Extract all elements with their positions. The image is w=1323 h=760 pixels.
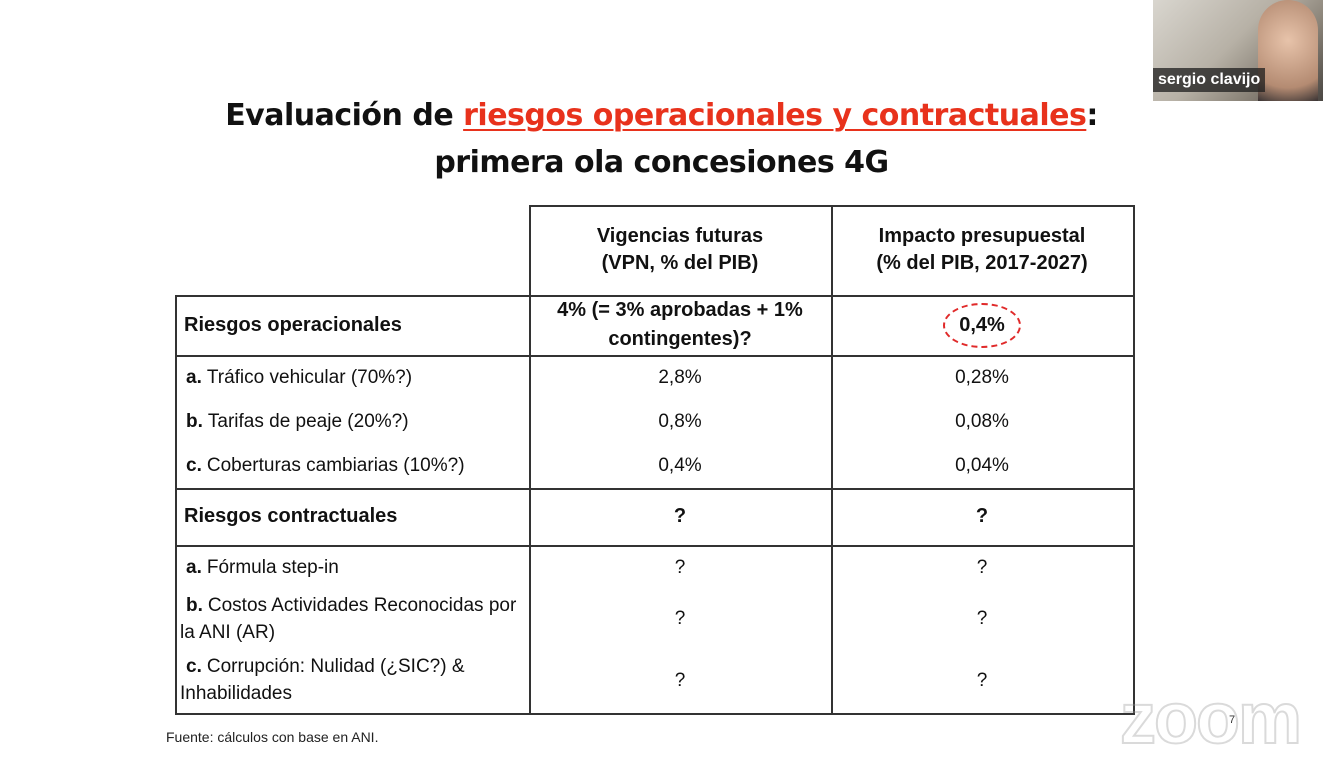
table-border	[175, 295, 177, 713]
section-value: ?	[975, 505, 989, 527]
title-suffix: :	[1086, 98, 1098, 133]
header-line: (% del PIB, 2017-2027)	[876, 252, 1088, 274]
row-label: a. Fórmula step-in	[177, 545, 529, 590]
row-label: b. Costos Actividades Reconocidas por la …	[177, 590, 529, 647]
row-label-text: b. Costos Actividades Reconocidas por la …	[180, 592, 529, 646]
row-value: ?	[976, 608, 988, 629]
row-prefix: a.	[186, 557, 202, 578]
row-label: a. Tráfico vehicular (70%?)	[177, 355, 529, 399]
row-label-text: b. Tarifas de peaje (20%?)	[180, 408, 409, 435]
row-prefix: c.	[186, 455, 202, 476]
table-border	[175, 295, 1135, 297]
section-title: Riesgos operacionales	[184, 313, 402, 336]
section-value: 4% (= 3% aprobadas + 1% contingentes)?	[557, 299, 803, 350]
row-prefix: c.	[186, 656, 202, 677]
section-value: ?	[673, 505, 687, 527]
row-value: 0,08%	[955, 410, 1009, 432]
table-border	[175, 488, 1135, 490]
highlighted-value: 0,4%	[943, 302, 1021, 348]
table-border	[831, 205, 833, 713]
title-highlight: riesgos operacionales y contractuales	[463, 98, 1087, 133]
row-value: 2,8%	[658, 366, 702, 388]
table-border	[529, 205, 531, 713]
row-text: Corrupción: Nulidad (¿SIC?) & Inhabilida…	[180, 656, 465, 704]
row-label-text: c. Corrupción: Nulidad (¿SIC?) & Inhabili…	[180, 653, 529, 707]
row-label-text: a. Tráfico vehicular (70%?)	[180, 364, 412, 391]
slide-subtitle: primera ola concesiones 4G	[434, 145, 889, 180]
column-header: Vigencias futuras (VPN, % del PIB)	[529, 205, 831, 295]
row-value: 0,8%	[658, 410, 702, 432]
row-value: 0,4%	[658, 455, 702, 476]
row-label: c. Coberturas cambiarias (10%?)	[177, 443, 529, 488]
row-prefix: b.	[186, 410, 203, 432]
table-border	[1133, 205, 1135, 713]
row-text: Tráfico vehicular (70%?)	[206, 366, 413, 388]
row-text: Costos Actividades Reconocidas por la AN…	[180, 594, 517, 643]
column-header: Impacto presupuestal (% del PIB, 2017-202…	[831, 205, 1133, 295]
header-line: (VPN, % del PIB)	[601, 252, 759, 274]
slide-title: Evaluación de riesgos operacionales y co…	[0, 98, 1323, 133]
row-text: Coberturas cambiarias (10%?)	[206, 455, 465, 476]
row-value: 0,04%	[955, 455, 1009, 476]
zoom-watermark: zoom	[1119, 678, 1303, 760]
title-prefix: Evaluación de	[225, 98, 464, 133]
section-title: Riesgos contractuales	[184, 505, 398, 527]
row-value: ?	[976, 557, 988, 578]
row-value: ?	[674, 669, 686, 691]
video-tile[interactable]: sergio clavijo	[1153, 0, 1323, 101]
row-label: b. Tarifas de peaje (20%?)	[177, 399, 529, 443]
table-border	[175, 713, 1135, 715]
page-number: 7	[1229, 714, 1236, 726]
row-value: ?	[674, 557, 686, 578]
row-text: Tarifas de peaje (20%?)	[207, 410, 409, 432]
participant-video	[1258, 0, 1318, 101]
section-value: 0,4%	[831, 295, 1133, 355]
table-border	[175, 545, 1135, 547]
row-value: ?	[674, 608, 686, 629]
row-label: c. Corrupción: Nulidad (¿SIC?) & Inhabili…	[177, 647, 529, 713]
row-prefix: b.	[186, 594, 203, 616]
row-value: 0,28%	[955, 366, 1009, 388]
row-text: Fórmula step-in	[206, 557, 339, 578]
source-note: Fuente: cálculos con base en ANI.	[166, 729, 379, 745]
row-label-text: a. Fórmula step-in	[180, 554, 339, 581]
row-prefix: a.	[186, 366, 202, 388]
table-border	[175, 355, 1135, 357]
header-line: Impacto presupuestal	[878, 225, 1086, 247]
row-value: ?	[976, 669, 988, 691]
participant-name: sergio clavijo	[1153, 68, 1266, 92]
row-label-text: c. Coberturas cambiarias (10%?)	[180, 452, 465, 479]
header-line: Vigencias futuras	[596, 225, 764, 247]
